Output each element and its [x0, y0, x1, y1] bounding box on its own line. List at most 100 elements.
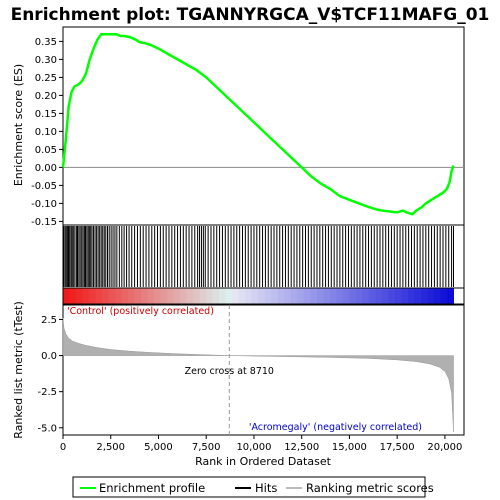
rank-color-segment [95, 288, 103, 304]
xtick-label: 5,000 [144, 442, 173, 453]
rank-color-bar-frame [62, 287, 465, 305]
x-axis-ticks: 0 2,500 5,000 7,500 10,000 12,500 15,000 17,500… [60, 435, 462, 453]
es-ytick-label: -0.05 [31, 181, 57, 192]
rank-color-segment [323, 288, 331, 304]
metric-y-axis-label: Ranked list metric (tTest) [12, 301, 25, 438]
rank-color-segment [407, 288, 415, 304]
rank-color-segment [89, 288, 97, 304]
rank-color-segment [342, 288, 350, 304]
rank-color-segment [69, 288, 77, 304]
rank-color-segment [76, 288, 84, 304]
rank-color-segment [368, 288, 376, 304]
rank-color-segment [102, 288, 110, 304]
metric-panel-frame [62, 304, 465, 436]
legend-ranking-metric: Ranking metric scores [306, 481, 434, 495]
rank-color-segment [336, 288, 344, 304]
rank-color-segment [219, 288, 227, 304]
rank-color-segment [427, 288, 435, 304]
rank-color-segment [193, 288, 201, 304]
es-ytick-label: 0.15 [35, 109, 57, 120]
es-ytick-label: 0.05 [35, 145, 57, 156]
legend: Enrichment profile Hits Ranking metric s… [72, 476, 434, 498]
metric-ytick-label: 0.0 [41, 351, 57, 362]
rank-color-segment [355, 288, 363, 304]
rank-color-segment [362, 288, 370, 304]
rank-color-segment [375, 288, 383, 304]
rank-color-segment [154, 288, 162, 304]
rank-color-segment [206, 288, 214, 304]
rank-color-segment [186, 288, 194, 304]
rank-color-segment [173, 288, 181, 304]
rank-color-segment [238, 288, 246, 304]
metric-ytick-label: 2.5 [41, 315, 57, 326]
rank-color-segment [271, 288, 279, 304]
enrichment-profile-path [61, 32, 455, 216]
rank-color-segment [284, 288, 292, 304]
metric-ytick-label: -5.0 [37, 423, 57, 434]
es-ytick-label: -0.10 [31, 199, 57, 210]
xtick-label: 12,500 [284, 442, 319, 453]
legend-enrichment-profile: Enrichment profile [99, 481, 205, 495]
xtick-label: 7,500 [192, 442, 221, 453]
rank-color-segment [414, 288, 422, 304]
rank-color-segment [63, 288, 71, 304]
rank-color-segment [446, 288, 454, 304]
metric-y-axis-ticks: 2.5 0.0 -2.5 -5.0 [37, 315, 63, 434]
es-ytick-label: 0.25 [35, 73, 57, 84]
rank-color-segment [388, 288, 396, 304]
rank-color-segment [251, 288, 259, 304]
rank-color-segment [381, 288, 389, 304]
rank-color-segment [232, 288, 240, 304]
rank-color-bar [62, 287, 465, 305]
rank-color-segment [329, 288, 337, 304]
rank-color-segment [349, 288, 357, 304]
es-y-axis-ticks: 0.35 0.30 0.25 0.20 0.15 0.10 0.05 0.00 -0.05 -0.… [31, 37, 63, 228]
rank-color-segment [277, 288, 285, 304]
rank-color-segment [141, 288, 149, 304]
metric-ytick-label: -2.5 [37, 387, 57, 398]
rank-color-segment [433, 288, 441, 304]
negative-correlation-label: 'Acromegaly' (negatively correlated) [249, 422, 422, 433]
rank-color-segment [121, 288, 129, 304]
rank-color-segment [108, 288, 116, 304]
rank-color-segment [199, 288, 207, 304]
rank-color-segment [115, 288, 123, 304]
legend-hits: Hits [255, 481, 277, 495]
es-ytick-label: 0.10 [35, 127, 57, 138]
es-ytick-label: 0.35 [35, 37, 57, 48]
rank-color-segment [82, 288, 90, 304]
rank-color-segment [394, 288, 402, 304]
hits-panel-frame [62, 224, 465, 289]
rank-color-segment [128, 288, 136, 304]
xtick-label: 17,500 [380, 442, 415, 453]
es-ytick-label: -0.15 [31, 217, 57, 228]
rank-color-segment [212, 288, 220, 304]
rank-color-segment [440, 288, 448, 304]
rank-color-segment [147, 288, 155, 304]
rank-color-segment [134, 288, 142, 304]
rank-color-segment [258, 288, 266, 304]
es-ytick-label: 0.30 [35, 55, 57, 66]
xtick-label: 20,000 [427, 442, 462, 453]
rank-color-segment [316, 288, 324, 304]
positive-correlation-label: 'Control' (positively correlated) [67, 306, 214, 317]
rank-color-segment [420, 288, 428, 304]
xtick-label: 2,500 [96, 442, 125, 453]
zero-cross-label: Zero cross at 8710 [185, 366, 274, 377]
rank-color-segment [160, 288, 168, 304]
rank-color-segment [303, 288, 311, 304]
rank-color-segment [401, 288, 409, 304]
rank-color-segment [310, 288, 318, 304]
rank-color-segment [225, 288, 233, 304]
rank-color-segment [180, 288, 188, 304]
chart-title: Enrichment plot: TGANNYRGCA_V$TCF11MAFG_… [11, 5, 490, 25]
es-panel-frame [62, 26, 465, 226]
rank-color-segment [297, 288, 305, 304]
es-y-axis-label: Enrichment score (ES) [12, 64, 25, 186]
enrichment-profile-line [61, 32, 455, 216]
x-axis-label: Rank in Ordered Dataset [195, 455, 332, 468]
rank-color-segment [264, 288, 272, 304]
xtick-label: 0 [60, 442, 66, 453]
es-ytick-label: 0.00 [35, 163, 57, 174]
rank-color-segment [245, 288, 253, 304]
